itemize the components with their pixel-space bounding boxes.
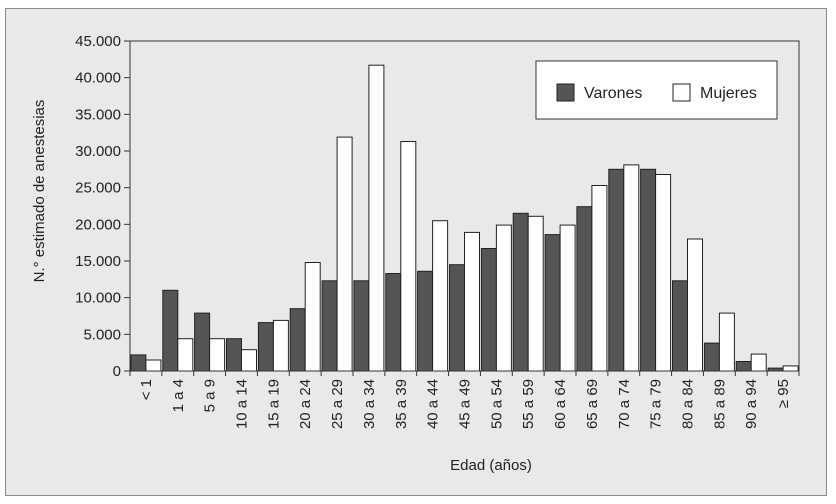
x-tick-label: 20 a 24	[297, 379, 314, 429]
y-tick-label: 10.000	[75, 290, 121, 307]
bar-mujeres-10	[464, 231, 480, 372]
bar-varones-8	[385, 273, 402, 372]
bar-varones-11	[480, 248, 497, 372]
bar-varones-5	[289, 308, 306, 372]
y-tick-label: 30.000	[75, 143, 121, 160]
bar-varones-10	[449, 264, 465, 372]
y-tick-label: 35.000	[75, 106, 121, 123]
bar-varones-18	[703, 342, 720, 372]
bar-mujeres-16	[655, 174, 672, 372]
x-tick-label: 15 a 19	[265, 379, 282, 429]
y-tick-label: 45.000	[75, 33, 121, 50]
x-tick-label: 35 a 39	[393, 379, 410, 429]
bar-varones-6	[321, 280, 338, 372]
bar-varones-0	[130, 354, 147, 372]
x-axis-title: Edad (años)	[450, 457, 532, 474]
y-tick-label: 20.000	[75, 216, 121, 233]
x-tick-label: < 1	[138, 379, 155, 400]
legend-label-varones: Varones	[584, 85, 642, 102]
x-tick-label: ≥ 95	[775, 379, 792, 408]
x-tick-label: 1 a 4	[170, 379, 187, 412]
bar-mujeres-7	[368, 64, 385, 372]
x-tick-label: 55 a 59	[520, 379, 537, 429]
axes-layer	[129, 40, 800, 372]
bar-mujeres-17	[687, 238, 703, 372]
bar-mujeres-20	[782, 365, 799, 372]
bar-varones-9	[417, 270, 434, 372]
bar-varones-17	[672, 280, 688, 372]
bar-varones-7	[353, 280, 370, 372]
chart-frame: 0 5.000 10.000 15.000 20.000 25.000 30.000 35.0…	[5, 8, 827, 496]
bar-varones-13	[544, 234, 561, 372]
x-tick-label: 80 a 84	[680, 379, 697, 429]
bar-mujeres-2	[209, 338, 226, 372]
bar-mujeres-14	[591, 185, 608, 372]
legend: Varones Mujeres	[535, 60, 778, 120]
bar-mujeres-12	[527, 215, 544, 372]
bar-mujeres-3	[241, 349, 257, 372]
x-tick-label: 60 a 64	[552, 379, 569, 429]
bar-varones-15	[608, 168, 625, 372]
x-tick-label: 40 a 44	[425, 379, 442, 429]
bar-mujeres-9	[432, 220, 449, 372]
anesthesia-age-bar-chart: 0 5.000 10.000 15.000 20.000 25.000 30.000 35.0…	[31, 33, 800, 474]
bar-mujeres-6	[336, 136, 353, 372]
y-axis-title: N.° estimado de anestesias	[31, 100, 48, 283]
bar-varones-14	[576, 206, 593, 372]
bar-varones-12	[512, 212, 529, 372]
bar-mujeres-4	[272, 319, 289, 372]
bar-mujeres-1	[177, 338, 194, 372]
y-tick-label: 40.000	[75, 70, 121, 87]
x-tick-label: 75 a 79	[648, 379, 665, 429]
bar-mujeres-19	[750, 353, 767, 372]
bar-varones-4	[257, 322, 274, 372]
bar-varones-3	[226, 338, 242, 372]
y-tick-label: 0	[113, 363, 121, 380]
bar-mujeres-8	[400, 141, 417, 372]
bar-varones-19	[735, 361, 752, 372]
x-tick-label: 45 a 49	[457, 379, 474, 429]
y-ticks-layer: 0 5.000 10.000 15.000 20.000 25.000 30.000 35.0…	[75, 33, 130, 380]
bar-varones-2	[194, 312, 211, 372]
x-tick-label: 70 a 74	[616, 379, 633, 429]
bar-mujeres-15	[623, 164, 640, 372]
x-tick-label: 25 a 29	[329, 379, 346, 429]
bar-mujeres-5	[304, 262, 321, 372]
x-tick-label: 5 a 9	[202, 379, 219, 412]
legend-label-mujeres: Mujeres	[700, 85, 757, 102]
x-tick-label: 10 a 14	[234, 379, 251, 429]
x-tick-label: 85 a 89	[711, 379, 728, 429]
bar-varones-1	[162, 289, 179, 372]
x-tick-label: 65 a 69	[584, 379, 601, 429]
bar-mujeres-13	[559, 224, 576, 372]
x-tick-label: 90 a 94	[743, 379, 760, 429]
x-tick-label: 50 a 54	[488, 379, 505, 429]
y-tick-label: 5.000	[83, 326, 121, 343]
y-tick-label: 25.000	[75, 180, 121, 197]
bar-mujeres-0	[145, 359, 162, 372]
plot-area-border	[129, 40, 800, 372]
bar-mujeres-11	[495, 224, 512, 372]
x-ticks-layer: < 1 1 a 4 5 a 9 10 a 14 15 a 19 20 a 24 25 a 2…	[129, 371, 800, 429]
legend-box	[535, 60, 778, 120]
y-tick-label: 15.000	[75, 253, 121, 270]
bars-layer	[130, 64, 799, 372]
legend-swatch-varones	[556, 83, 575, 102]
legend-swatch-mujeres	[672, 83, 691, 102]
x-tick-label: 30 a 34	[361, 379, 378, 429]
bar-mujeres-18	[718, 312, 735, 372]
bar-varones-16	[640, 168, 657, 372]
